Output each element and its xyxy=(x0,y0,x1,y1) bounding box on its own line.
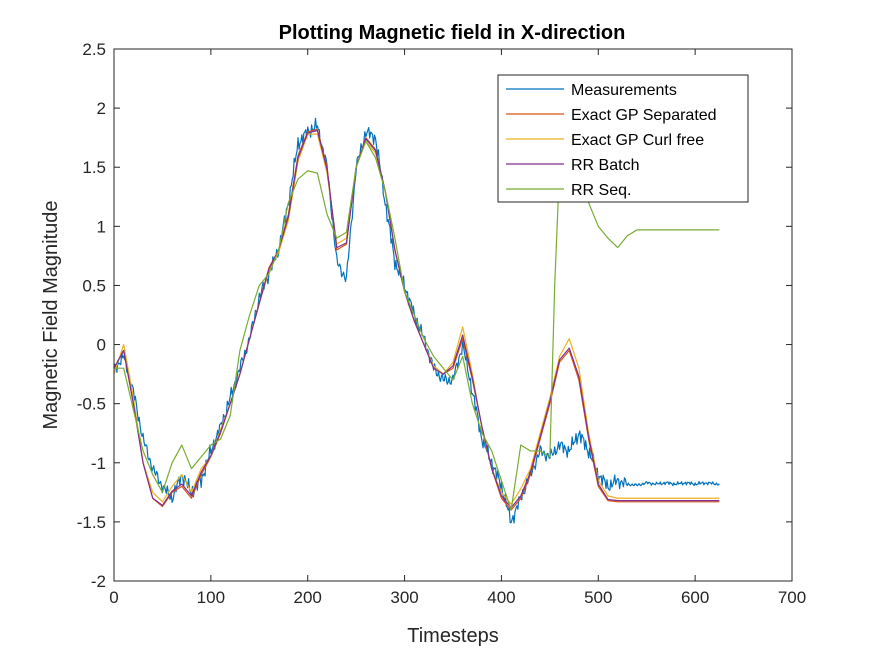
x-tick-label: 600 xyxy=(681,588,709,607)
x-tick-label: 0 xyxy=(109,588,118,607)
legend-entry: RR Batch xyxy=(571,157,639,174)
x-tick-label: 400 xyxy=(487,588,515,607)
legend-entry: Exact GP Curl free xyxy=(571,132,704,149)
plot-frame xyxy=(113,48,793,582)
y-tick-label: -1.5 xyxy=(77,513,106,532)
series-line-rr-batch xyxy=(113,129,720,509)
legend-entry: RR Seq. xyxy=(571,182,631,199)
x-axis: 0 100 200 300 400 500 600 700 xyxy=(109,49,806,607)
y-axis-label: Magnetic Field Magnitude xyxy=(40,200,62,429)
y-tick-label: 1.5 xyxy=(82,158,106,177)
y-tick-label: 2 xyxy=(97,99,106,118)
y-tick-label: -2 xyxy=(91,572,106,591)
y-axis: -2 -1.5 -1 -0.5 0 0.5 1 1.5 2 2.5 xyxy=(77,40,792,591)
legend: Measurements Exact GP Separated Exact GP C… xyxy=(497,74,749,203)
legend-entry: Exact GP Separated xyxy=(571,107,717,124)
x-tick-label: 500 xyxy=(584,588,612,607)
x-tick-label: 700 xyxy=(778,588,806,607)
y-tick-label: 0 xyxy=(97,336,106,355)
x-tick-label: 200 xyxy=(294,588,322,607)
y-tick-label: 2.5 xyxy=(82,40,106,59)
y-tick-label: 0.5 xyxy=(82,276,106,295)
chart-title: Plotting Magnetic field in X-direction xyxy=(279,22,626,44)
x-tick-label: 100 xyxy=(197,588,225,607)
y-tick-label: -1 xyxy=(91,454,106,473)
y-tick-label: -0.5 xyxy=(77,395,106,414)
x-tick-label: 300 xyxy=(390,588,418,607)
series-lines xyxy=(113,117,720,524)
legend-entry: Measurements xyxy=(571,82,677,99)
y-tick-label: 1 xyxy=(97,217,106,236)
x-axis-label: Timesteps xyxy=(407,625,499,647)
legend-box xyxy=(497,74,749,203)
